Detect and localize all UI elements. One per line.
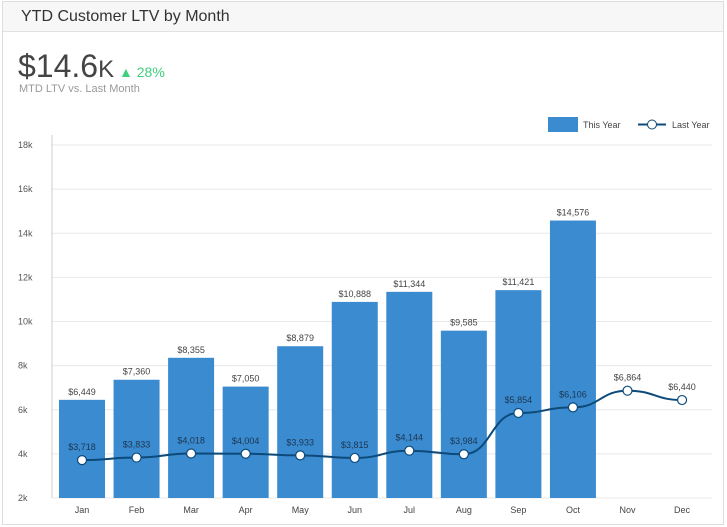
last-year-point: [458, 449, 469, 460]
line-label: $4,018: [177, 435, 205, 445]
bar-label: $9,585: [450, 318, 478, 328]
y-tick-label: 16k: [18, 184, 33, 194]
last-year-point: [513, 407, 524, 419]
kpi-change: ▲ 28%: [119, 64, 165, 80]
x-tick-label: Mar: [183, 505, 199, 515]
line-label: $6,440: [668, 382, 696, 392]
line-label: $3,933: [286, 437, 314, 447]
bar-label: $11,421: [502, 277, 534, 287]
bar-jul: [386, 291, 433, 498]
legend-last-year-marker: [647, 119, 657, 130]
bar-label: $7,050: [232, 374, 260, 384]
line-label: $3,833: [123, 440, 151, 450]
bar-label: $7,360: [123, 367, 151, 377]
x-tick-label: Feb: [129, 505, 145, 515]
bar-feb: [113, 379, 160, 498]
last-year-point: [186, 448, 197, 459]
kpi-value: $14.6K: [18, 48, 114, 85]
bar-label: $6,449: [68, 387, 96, 397]
line-label: $3,984: [450, 436, 478, 446]
legend-this-year-swatch: [548, 117, 578, 132]
line-label: $6,106: [559, 389, 587, 399]
x-tick-label: Nov: [619, 505, 636, 515]
legend-last-year-label: Last Year: [672, 120, 710, 130]
bar-aug: [440, 330, 487, 498]
y-tick-label: 4k: [18, 449, 28, 459]
bar-label: $8,879: [286, 333, 314, 343]
line-label: $3,718: [68, 442, 96, 452]
line-label: $6,864: [614, 373, 642, 383]
bar-jan: [59, 399, 105, 498]
last-year-point: [567, 402, 579, 413]
bar-label: $11,344: [393, 279, 425, 289]
last-year-point: [240, 448, 251, 459]
x-tick-label: Dec: [674, 505, 691, 515]
last-year-point: [131, 452, 142, 463]
bar-may: [277, 346, 324, 498]
last-year-point: [76, 454, 88, 466]
y-tick-label: 18k: [18, 140, 33, 150]
bar-oct: [549, 220, 596, 499]
y-tick-label: 8k: [18, 361, 28, 371]
x-tick-label: Jan: [75, 505, 90, 515]
kpi-label: MTD LTV vs. Last Month: [19, 83, 140, 95]
y-tick-label: 10k: [18, 317, 33, 327]
bar-jun: [331, 301, 378, 498]
bar-apr: [222, 386, 269, 498]
last-year-point: [622, 385, 633, 396]
line-label: $5,854: [505, 395, 533, 405]
line-label: $4,144: [396, 433, 424, 443]
legend-this-year-label: This Year: [583, 120, 621, 130]
bar-label: $8,355: [177, 345, 205, 355]
last-year-point: [295, 450, 306, 461]
x-tick-label: Oct: [566, 505, 581, 515]
last-year-point: [404, 445, 415, 456]
x-tick-label: Apr: [239, 505, 253, 515]
bar-sep: [495, 290, 542, 498]
y-tick-label: 6k: [18, 405, 28, 415]
y-tick-label: 14k: [18, 228, 33, 238]
y-tick-label: 12k: [18, 272, 33, 282]
kpi-number: $14.6: [18, 48, 99, 84]
x-tick-label: Jun: [347, 505, 362, 515]
bar-label: $14,576: [557, 208, 590, 218]
bar-mar: [168, 357, 215, 498]
line-label: $4,004: [232, 436, 260, 446]
x-tick-label: Aug: [456, 505, 472, 515]
bar-label: $10,888: [338, 289, 371, 299]
x-tick-label: Jul: [404, 505, 416, 515]
last-year-point: [349, 452, 360, 464]
kpi-suffix: K: [98, 56, 115, 83]
x-tick-label: May: [292, 505, 310, 515]
last-year-point: [676, 394, 688, 406]
card-title: YTD Customer LTV by Month: [3, 2, 723, 32]
line-label: $3,815: [341, 440, 369, 450]
y-tick-label: 2k: [18, 493, 28, 503]
x-tick-label: Sep: [510, 505, 526, 515]
